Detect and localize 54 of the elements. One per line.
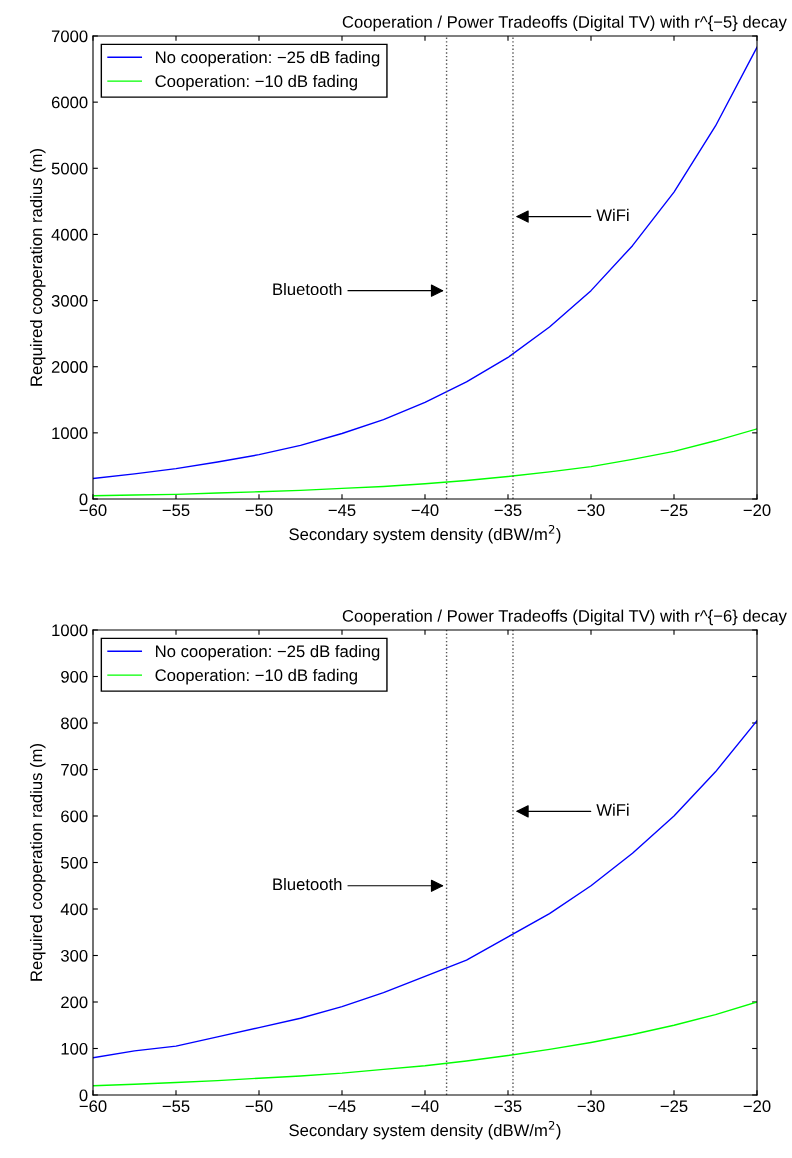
x-tick-label: −60 <box>79 1100 107 1113</box>
y-tick-label: 700 <box>61 763 88 776</box>
legend-label: Cooperation: −10 dB fading <box>155 74 357 91</box>
y-tick-label: 4000 <box>51 228 88 241</box>
x-tick-label: −55 <box>162 1100 190 1113</box>
annotation: WiFi <box>596 803 629 816</box>
x-tick-label: −45 <box>328 1100 356 1113</box>
y-tick-label: 5000 <box>51 162 88 175</box>
legend-label: Cooperation: −10 dB fading <box>155 668 357 685</box>
y-tick-label: 2000 <box>51 361 88 373</box>
y-tick-label: 1000 <box>52 624 88 637</box>
x-tick-label: −35 <box>494 1100 522 1113</box>
x-tick-label: −20 <box>743 504 771 517</box>
annotation: Bluetooth <box>273 877 342 891</box>
y-tick-label: 6000 <box>51 96 88 109</box>
chart-title: Cooperation / Power Tradeoffs (Digital TV) with r^{−5} decay <box>342 15 787 32</box>
y-tick-label: 400 <box>60 903 88 916</box>
y-tick-label: 7000 <box>51 30 88 43</box>
chart-title: Cooperation / Power Tradeoffs (Digital TV) with r^{−6} decay <box>342 609 787 626</box>
x-tick-label: −45 <box>328 504 356 517</box>
y-tick-label: 900 <box>61 670 88 683</box>
line-series <box>93 1001 757 1087</box>
x-tick-label: −40 <box>411 504 439 517</box>
y-axis-title: Required cooperation radius (m) <box>29 744 46 981</box>
y-tick-label: 0 <box>79 1089 88 1102</box>
line-series <box>93 46 757 480</box>
x-tick-label: −35 <box>494 504 522 517</box>
legend-label: No cooperation: −25 dB fading <box>156 645 380 661</box>
y-tick-label: 600 <box>61 810 88 823</box>
y-axis-title: Required cooperation radius (m) <box>29 149 46 386</box>
legend-label: No cooperation: −25 dB fading <box>156 51 380 67</box>
annotation: Bluetooth <box>273 282 342 296</box>
x-tick-label: −25 <box>660 504 688 517</box>
annotation: WiFi <box>596 208 629 221</box>
y-tick-label: 3000 <box>51 294 88 307</box>
x-tick-label: −50 <box>245 1100 273 1113</box>
x-tick-label: −40 <box>411 1100 439 1113</box>
y-tick-label: 500 <box>61 856 88 869</box>
x-tick-label: −20 <box>743 1100 771 1113</box>
x-tick-label: −50 <box>245 504 273 517</box>
y-tick-label: 300 <box>60 949 88 962</box>
x-axis-title: Secondary system density (dBW/m$^{2}$) <box>289 524 561 544</box>
x-tick-label: −55 <box>162 504 190 517</box>
x-axis-title: Secondary system density (dBW/m$^{2}$) <box>289 1120 561 1140</box>
x-tick-label: −30 <box>577 1100 605 1113</box>
y-tick-label: 100 <box>61 1042 88 1055</box>
x-tick-label: −25 <box>660 1100 688 1113</box>
line-series <box>93 719 757 1059</box>
y-tick-label: 800 <box>61 717 88 730</box>
y-tick-label: 1000 <box>52 427 88 440</box>
y-tick-label: 200 <box>61 996 88 1009</box>
x-tick-label: −30 <box>577 504 605 517</box>
x-tick-label: −60 <box>79 504 107 517</box>
y-tick-label: 0 <box>79 493 88 506</box>
